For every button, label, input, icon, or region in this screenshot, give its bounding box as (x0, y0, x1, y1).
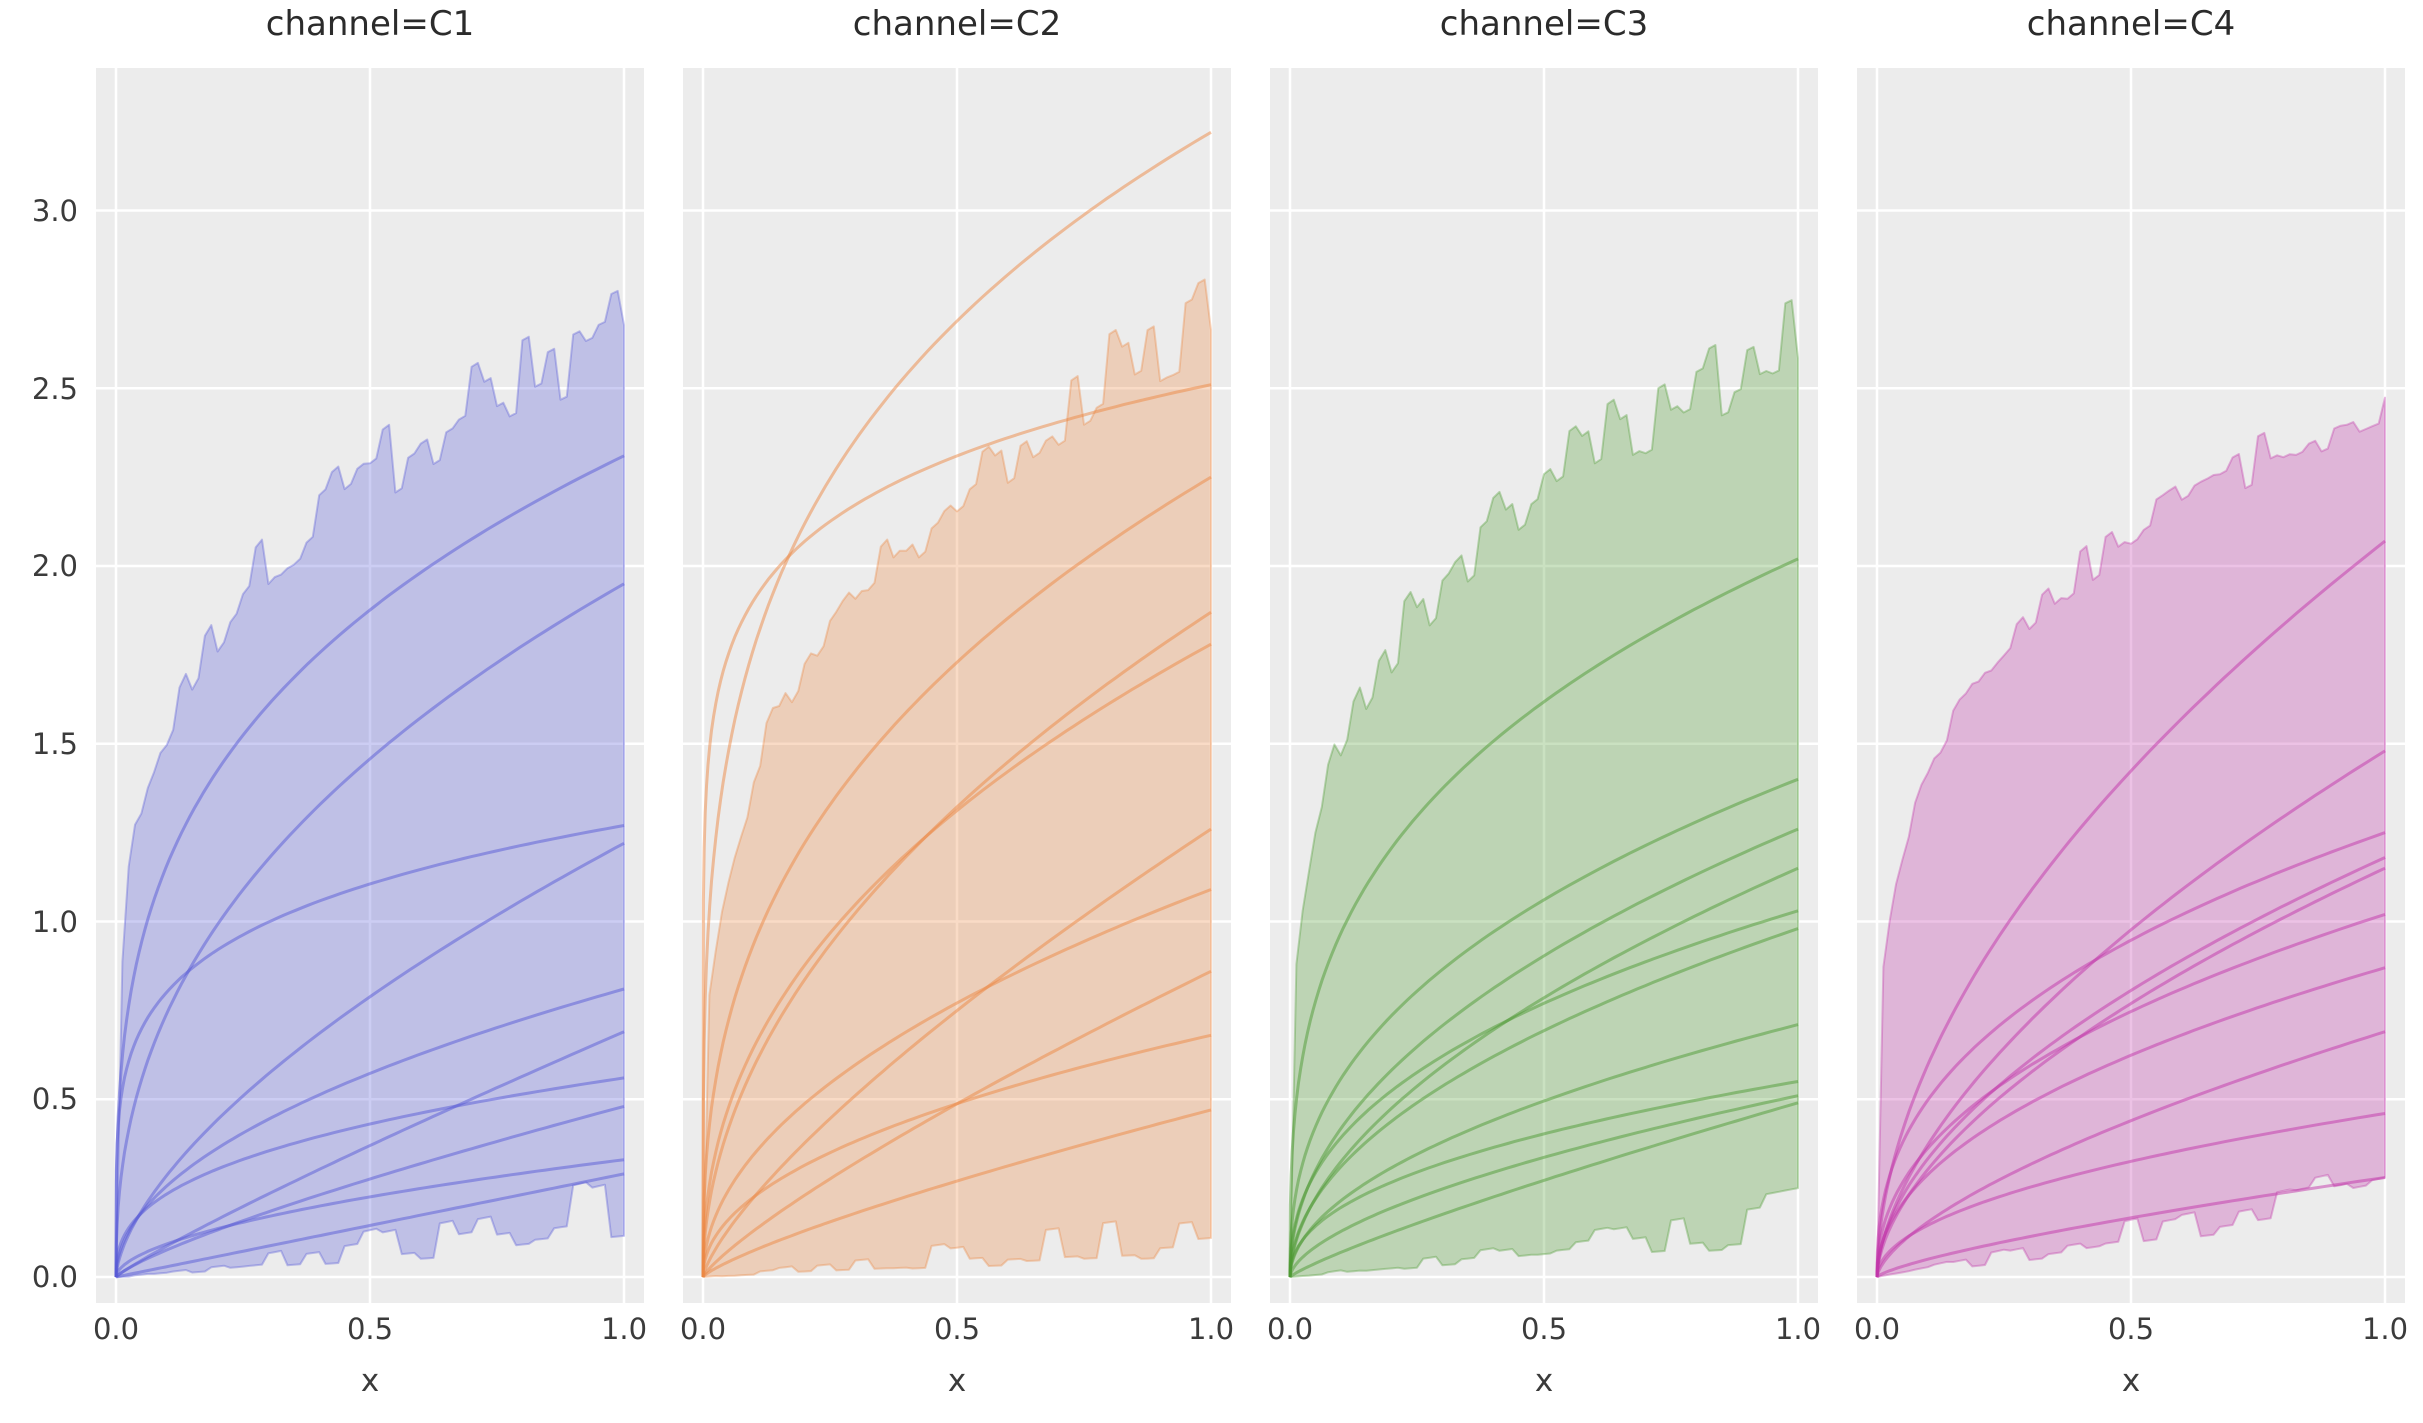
x-tick-label: 0.5 (2107, 1312, 2155, 1346)
x-tick-label: 0.5 (1520, 1312, 1568, 1346)
x-tick-label: 0.0 (1853, 1312, 1901, 1346)
plot-area-c2 (683, 68, 1231, 1303)
x-tick-label: 0.0 (1266, 1312, 1314, 1346)
x-tick-label: 1.0 (1774, 1312, 1822, 1346)
x-tick-label: 1.0 (1187, 1312, 1235, 1346)
x-tick-label: 0.0 (92, 1312, 140, 1346)
facet-title: channel=C4 (2026, 4, 2236, 44)
plot-area-c4 (1857, 68, 2405, 1303)
facet-panel-c2: channel=C2 0.0 0.5 1.0 x (680, 0, 1234, 1423)
facet-title: channel=C2 (852, 4, 1062, 44)
y-tick-label: 2.5 (31, 372, 78, 406)
x-axis-label: x (1534, 1363, 1554, 1399)
x-axis-label: x (360, 1363, 380, 1399)
facet-title: channel=C1 (265, 4, 475, 44)
plot-area-c1 (96, 68, 644, 1303)
x-tick-label: 0.5 (346, 1312, 394, 1346)
plot-area-c3 (1270, 68, 1818, 1303)
x-axis-label: x (947, 1363, 967, 1399)
facet-panel-c3: channel=C3 0.0 0.5 1.0 x (1267, 0, 1821, 1423)
x-tick-label: 0.0 (679, 1312, 727, 1346)
x-tick-label: 0.5 (933, 1312, 981, 1346)
x-axis-label: x (2121, 1363, 2141, 1399)
y-tick-label: 2.0 (31, 549, 78, 583)
y-tick-label: 1.5 (31, 727, 78, 761)
x-tick-label: 1.0 (600, 1312, 648, 1346)
y-tick-label: 0.5 (31, 1082, 78, 1116)
y-tick-label: 0.0 (31, 1260, 78, 1294)
facet-panel-c1: channel=C1 0.0 0.5 1.0 x (93, 0, 647, 1423)
y-tick-label: 1.0 (31, 905, 78, 939)
y-axis-tick-labels: 3.0 2.5 2.0 1.5 1.0 0.5 0.0 (0, 0, 88, 1423)
facet-title: channel=C3 (1439, 4, 1649, 44)
x-tick-label: 1.0 (2361, 1312, 2409, 1346)
facet-panel-c4: channel=C4 0.0 0.5 1.0 x (1854, 0, 2408, 1423)
y-tick-label: 3.0 (31, 194, 78, 228)
